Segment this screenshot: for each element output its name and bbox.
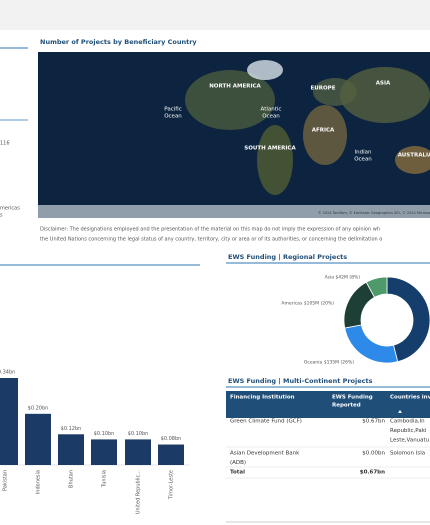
map-label: Pacific — [164, 107, 181, 113]
disclaimer-text: Disclaimer: The designations employed an… — [40, 227, 380, 233]
value-label: $0.20bn — [28, 405, 49, 411]
table-title: EWS Funding | Multi-Continent Projects — [228, 377, 373, 386]
table-cell: Cambodia,In — [390, 419, 425, 425]
table-cell: (ADB) — [230, 460, 246, 466]
table-cell: Asian Development Bank — [230, 451, 300, 457]
x-tick-label: United Republic... — [136, 470, 142, 515]
donut-segment — [344, 324, 399, 364]
donut-segment — [386, 276, 430, 363]
x-tick-label: Pakistan — [3, 470, 9, 491]
value-label: Asia $42M (8%) — [325, 275, 361, 281]
column-header: Financing Institution — [230, 395, 295, 401]
value-label: Americas $105M (20%) — [281, 301, 334, 307]
table-header — [226, 391, 430, 418]
table-cell: Republic,Paki — [390, 428, 427, 434]
disclaimer-text: the United Nations concerning the legal … — [40, 237, 382, 243]
map-label: ASIA — [376, 81, 391, 87]
bar — [158, 444, 184, 465]
table-cell: Green Climate Fund (GCF) — [230, 419, 302, 425]
map-label: AUSTRALIA — [398, 153, 430, 159]
fragment-text: s — [0, 213, 3, 219]
map-label: AFRICA — [312, 128, 335, 134]
bar — [25, 413, 51, 465]
top-bar — [0, 0, 430, 30]
column-header: EWS Funding — [332, 395, 373, 401]
map-title: Number of Projects by Beneficiary Countr… — [40, 38, 197, 46]
map-label: NORTH AMERICA — [209, 84, 261, 90]
sort-icon — [398, 410, 402, 413]
map — [38, 52, 430, 218]
value-label: $0.10bn — [94, 431, 115, 437]
value-label: $0.34bn — [0, 370, 15, 376]
map-label: Ocean — [164, 114, 182, 120]
map-label: SOUTH AMERICA — [244, 146, 296, 152]
x-tick-label: Timor-Leste — [169, 470, 175, 500]
fragment-text: 116 — [0, 141, 10, 147]
fragment-text: mericas — [0, 206, 20, 212]
donut-segment — [365, 276, 388, 298]
table-total: Total — [230, 470, 245, 476]
x-tick-label: Bhutan — [69, 470, 75, 488]
map-attribution: © 2024 TomTom, © Earthstar Geographics S… — [318, 211, 430, 215]
value-label: $0.12bn — [61, 426, 82, 432]
map-label: Atlantic — [261, 107, 282, 113]
map-label: Ocean — [262, 114, 280, 120]
table-cell: $0.00bn — [362, 451, 385, 457]
x-tick-label: Tunisia — [102, 470, 108, 488]
column-header: Countries inv — [390, 395, 430, 401]
map-label: Indian — [355, 150, 372, 156]
column-header: Reported — [332, 403, 361, 409]
table-cell: Solomon Isla — [390, 451, 425, 457]
bar — [58, 434, 84, 465]
map-label: Ocean — [354, 157, 372, 163]
x-tick-label: Indonesia — [36, 470, 42, 494]
bar — [0, 378, 18, 465]
table-cell: $0.67bn — [362, 419, 385, 425]
map-label: EUROPE — [311, 86, 336, 92]
table-total: $0.67bn — [360, 470, 385, 476]
bar — [91, 439, 117, 465]
value-label: Oceania $135M (26%) — [304, 360, 354, 366]
value-label: $0.10bn — [128, 431, 149, 437]
chart-title: EWS Funding | Regional Projects — [228, 253, 347, 262]
table-cell: Leste,Vanuatu — [390, 438, 429, 444]
value-label: $0.08bn — [161, 436, 182, 442]
bar — [125, 439, 151, 465]
